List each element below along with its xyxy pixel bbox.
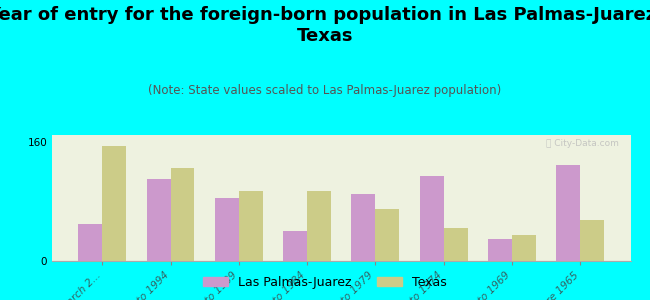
Text: ⓒ City-Data.com: ⓒ City-Data.com [546,139,619,148]
Bar [420,176,444,261]
Legend: Las Palmas-Juarez, Texas: Las Palmas-Juarez, Texas [198,271,452,294]
Bar [512,235,536,261]
Bar [556,165,580,261]
Bar [580,220,605,261]
Text: (Note: State values scaled to Las Palmas-Juarez population): (Note: State values scaled to Las Palmas… [148,84,502,97]
Bar [307,190,331,261]
Bar [444,228,467,261]
Bar [283,231,307,261]
Text: Year of entry for the foreign-born population in Las Palmas-Juarez,
Texas: Year of entry for the foreign-born popul… [0,6,650,45]
Bar [215,198,239,261]
Bar [78,224,102,261]
Bar [147,179,170,261]
Bar [239,190,263,261]
Bar [488,239,512,261]
Bar [352,194,376,261]
Bar [170,168,194,261]
Bar [102,146,126,261]
Bar [376,209,399,261]
